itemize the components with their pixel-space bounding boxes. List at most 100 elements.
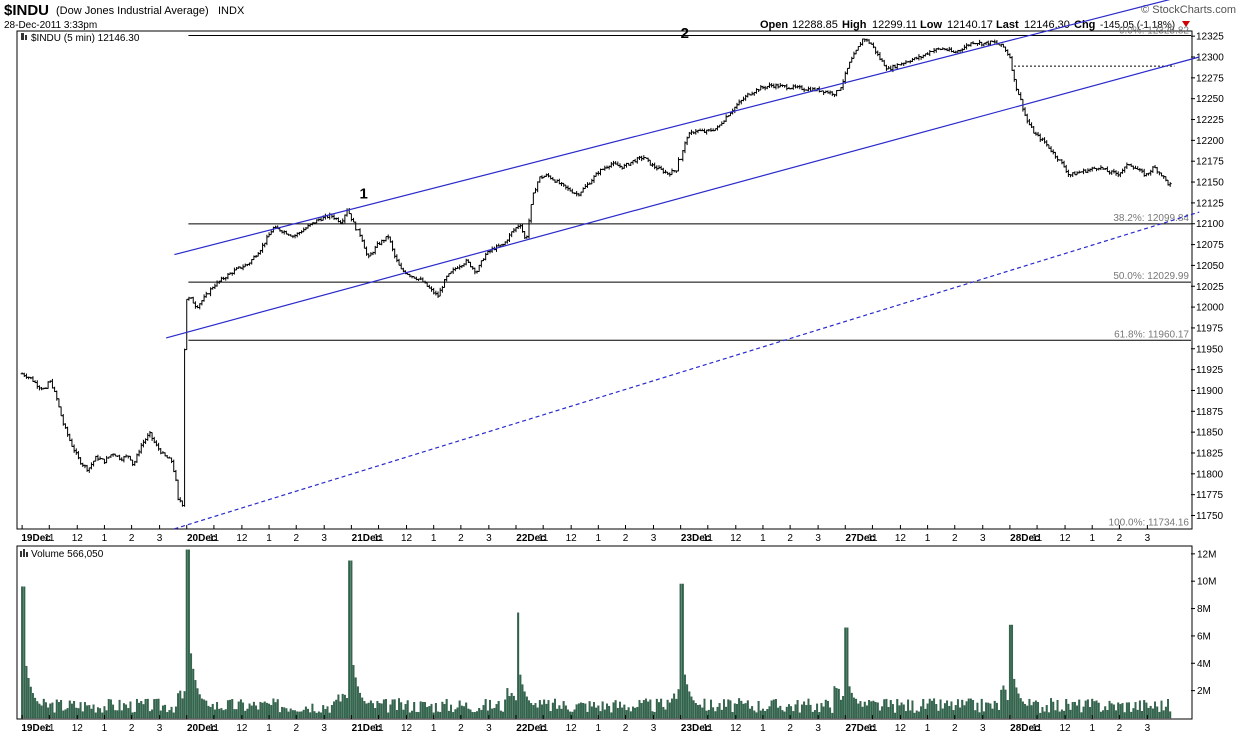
volume-bar xyxy=(185,549,188,719)
volume-bar xyxy=(1158,711,1161,719)
volume-bar xyxy=(144,699,147,719)
volume-bar xyxy=(729,700,732,719)
volume-bar xyxy=(324,709,327,719)
x-tick-label: 3 xyxy=(980,723,986,734)
x-tick-label: 2 xyxy=(1117,723,1123,734)
x-tick-label: 12 xyxy=(730,533,742,544)
volume-bar xyxy=(746,700,749,719)
x-tick-label: 22Dec xyxy=(516,723,546,734)
volume-bar xyxy=(250,705,253,719)
volume-bar xyxy=(1128,702,1131,719)
x-tick-label: 28Dec xyxy=(1010,533,1040,544)
volume-bar xyxy=(666,699,669,719)
volume-bar xyxy=(1030,705,1033,719)
volume-bar xyxy=(924,708,927,719)
volume-bar xyxy=(361,697,364,719)
volume-bar xyxy=(90,708,93,719)
x-tick-label: 12 xyxy=(1059,723,1071,734)
volume-y-axis: 2M 4M 6M 8M 10M 12M xyxy=(1191,549,1216,697)
volume-bar xyxy=(519,674,522,719)
volume-bar xyxy=(993,700,996,719)
price-tick-label: 11975 xyxy=(1196,323,1224,334)
price-tick-label: 11800 xyxy=(1196,469,1224,480)
volume-bar xyxy=(774,699,777,719)
x-tick-label: 11 xyxy=(1032,533,1043,544)
volume-bar xyxy=(521,684,524,719)
volume-bar xyxy=(989,703,992,719)
price-tick-label: 11925 xyxy=(1196,365,1224,376)
volume-bar xyxy=(77,708,80,719)
volume-bar xyxy=(896,699,899,719)
volume-bar xyxy=(985,702,988,719)
volume-bar xyxy=(1143,700,1146,719)
volume-bar xyxy=(408,712,411,719)
volume-bar xyxy=(922,698,925,719)
volume-bar xyxy=(748,708,751,719)
volume-bar xyxy=(995,702,998,719)
volume-bar xyxy=(599,711,602,719)
x-tick-label: 12 xyxy=(401,533,413,544)
volume-bar xyxy=(1141,710,1144,719)
volume-bar xyxy=(75,707,78,719)
volume-bar xyxy=(677,689,680,719)
chart-symbol: $INDU xyxy=(4,2,49,19)
volume-bar xyxy=(610,712,613,719)
volume-bar xyxy=(400,702,403,719)
volume-bar xyxy=(456,707,459,719)
volume-bar xyxy=(146,698,149,719)
volume-bar xyxy=(772,699,775,719)
volume-bar xyxy=(690,696,693,719)
x-tick-label: 12 xyxy=(72,723,84,734)
volume-bar xyxy=(1056,700,1059,719)
volume-bar xyxy=(257,709,260,719)
x-tick-label: 2 xyxy=(458,533,464,544)
volume-bar xyxy=(668,702,671,719)
volume-bar xyxy=(891,704,894,719)
volume-bar xyxy=(181,698,184,719)
volume-bar xyxy=(664,709,667,719)
x-tick-label: 12 xyxy=(566,533,578,544)
volume-bar xyxy=(463,706,465,719)
volume-bar xyxy=(937,710,940,719)
x-tick-label: 2 xyxy=(623,533,629,544)
volume-bar xyxy=(833,686,836,719)
volume-bar xyxy=(502,711,504,719)
volume-bar xyxy=(105,710,108,719)
volume-bar xyxy=(114,710,117,719)
volume-bar xyxy=(580,702,582,719)
volume-bar xyxy=(27,677,30,719)
volume-bar xyxy=(625,710,628,719)
volume-bar xyxy=(770,700,773,719)
volume-bar xyxy=(603,709,606,719)
fibonacci-retracements: 0.0%: 12325.82 38.2%: 12099.84 50.0%: 1202… xyxy=(188,25,1191,529)
x-tick-label: 1 xyxy=(266,723,272,734)
volume-bar xyxy=(367,702,370,719)
volume-bar xyxy=(619,701,621,719)
volume-bar xyxy=(430,703,433,719)
volume-bar xyxy=(759,710,762,719)
volume-bar xyxy=(556,708,559,719)
volume-bar xyxy=(874,701,877,719)
volume-bar xyxy=(216,702,219,719)
volume-bar xyxy=(790,706,793,719)
volume-bar xyxy=(424,702,426,719)
volume-bar xyxy=(850,692,853,719)
high-label: High xyxy=(842,19,867,31)
volume-bar xyxy=(904,711,907,719)
volume-bar xyxy=(1097,702,1100,719)
volume-bar xyxy=(642,700,645,719)
volume-bar xyxy=(956,699,959,719)
volume-bar xyxy=(796,700,799,719)
volume-bar xyxy=(809,704,812,719)
volume-bar xyxy=(1080,712,1083,719)
volume-bar xyxy=(820,703,823,719)
volume-bar xyxy=(287,711,290,719)
volume-bar xyxy=(848,686,851,719)
volume-bar xyxy=(1095,700,1098,719)
volume-bar xyxy=(846,627,849,719)
volume-bar xyxy=(1071,702,1074,719)
volume-bar xyxy=(1065,699,1068,719)
volume-bar xyxy=(148,711,151,719)
volume-bar xyxy=(1052,701,1055,719)
volume-bar xyxy=(272,698,275,719)
